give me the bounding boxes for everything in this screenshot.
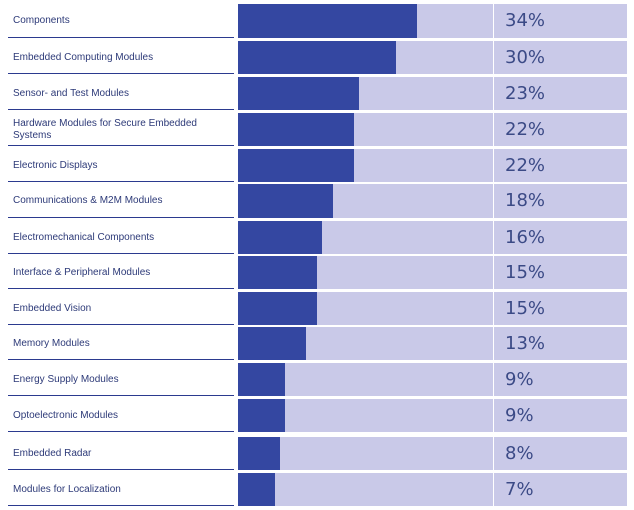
value-label: 15% (505, 262, 546, 283)
bar-track: 22% (238, 113, 627, 146)
category-label: Embedded Radar (13, 448, 92, 459)
value-divider (493, 399, 494, 432)
value-label: 30% (505, 47, 546, 68)
bar (238, 41, 396, 74)
value-label: 16% (505, 227, 546, 248)
bar-track: 7% (238, 473, 627, 506)
bar (238, 77, 359, 110)
chart-row: Embedded Radar 8% (0, 437, 634, 470)
category-label: Optoelectronic Modules (13, 410, 119, 421)
bar (238, 327, 306, 360)
value-label: 15% (505, 298, 546, 319)
category-label: Modules for Localization (13, 484, 121, 495)
bar (238, 256, 317, 289)
bar-track: 30% (238, 41, 627, 74)
value-label: 22% (505, 155, 546, 176)
value-divider (493, 473, 494, 506)
bar-track: 8% (238, 437, 627, 470)
value-label: 9% (505, 405, 534, 426)
bar (238, 4, 417, 38)
chart-row: Modules for Localization 7% (0, 473, 634, 506)
chart-row: Interface & Peripheral Modules 15% (0, 256, 634, 289)
value-label: 22% (505, 119, 546, 140)
value-divider (493, 221, 494, 254)
row-separator (8, 253, 234, 254)
bar (238, 113, 354, 146)
chart-row: Embedded Vision 15% (0, 292, 634, 325)
category-label: Memory Modules (13, 338, 90, 349)
chart-row: Communications & M2M Modules 18% (0, 184, 634, 218)
value-divider (493, 184, 494, 218)
value-label: 7% (505, 479, 534, 500)
bar (238, 149, 354, 182)
value-divider (493, 437, 494, 470)
category-label: Embedded Vision (13, 303, 92, 314)
chart-row: Embedded Computing Modules 30% (0, 41, 634, 74)
value-divider (493, 363, 494, 396)
value-divider (493, 4, 494, 38)
bar-track: 22% (238, 149, 627, 182)
row-separator (8, 37, 234, 38)
row-separator (8, 145, 234, 146)
row-separator (8, 109, 234, 110)
bar-track: 18% (238, 184, 627, 218)
bar-track: 15% (238, 256, 627, 289)
chart-row: Optoelectronic Modules 9% (0, 399, 634, 432)
row-separator (8, 324, 234, 325)
value-divider (493, 292, 494, 325)
row-separator (8, 288, 234, 289)
chart-row: Electronic Displays 22% (0, 149, 634, 182)
value-label: 18% (505, 190, 546, 211)
chart-row: Electromechanical Components 16% (0, 221, 634, 254)
category-label: Interface & Peripheral Modules (13, 267, 151, 278)
bar-track: 13% (238, 327, 627, 360)
chart-row: Hardware Modules for Secure Embedded Sys… (0, 113, 634, 146)
chart-row: Sensor- and Test Modules 23% (0, 77, 634, 110)
row-separator (8, 73, 234, 74)
value-divider (493, 256, 494, 289)
row-separator (8, 431, 234, 432)
bar (238, 399, 285, 432)
value-divider (493, 327, 494, 360)
bar-track: 15% (238, 292, 627, 325)
bar (238, 221, 322, 254)
value-divider (493, 149, 494, 182)
row-separator (8, 505, 234, 506)
category-label: Sensor- and Test Modules (13, 88, 129, 99)
category-label: Components (13, 15, 70, 26)
chart-row: Components 34% (0, 4, 634, 38)
chart-row: Memory Modules 13% (0, 327, 634, 360)
category-label: Hardware Modules for Secure Embedded Sys… (13, 118, 197, 141)
category-label: Embedded Computing Modules (13, 52, 154, 63)
category-label: Energy Supply Modules (13, 374, 119, 385)
bar (238, 184, 333, 218)
bar-track: 9% (238, 399, 627, 432)
bar-track: 16% (238, 221, 627, 254)
chart-row: Energy Supply Modules 9% (0, 363, 634, 396)
bar (238, 437, 280, 470)
bar (238, 473, 275, 506)
value-label: 34% (505, 10, 546, 31)
row-separator (8, 469, 234, 470)
row-separator (8, 359, 234, 360)
bar-track: 34% (238, 4, 627, 38)
value-divider (493, 77, 494, 110)
bar (238, 363, 285, 396)
category-label: Electromechanical Components (13, 232, 155, 243)
row-separator (8, 217, 234, 218)
bar-track: 23% (238, 77, 627, 110)
category-label: Electronic Displays (13, 160, 98, 171)
bar-track: 9% (238, 363, 627, 396)
value-divider (493, 113, 494, 146)
row-separator (8, 395, 234, 396)
value-divider (493, 41, 494, 74)
row-separator (8, 181, 234, 182)
value-label: 13% (505, 333, 546, 354)
value-label: 9% (505, 369, 534, 390)
value-label: 8% (505, 443, 534, 464)
category-label: Communications & M2M Modules (13, 195, 163, 206)
bar (238, 292, 317, 325)
value-label: 23% (505, 83, 546, 104)
